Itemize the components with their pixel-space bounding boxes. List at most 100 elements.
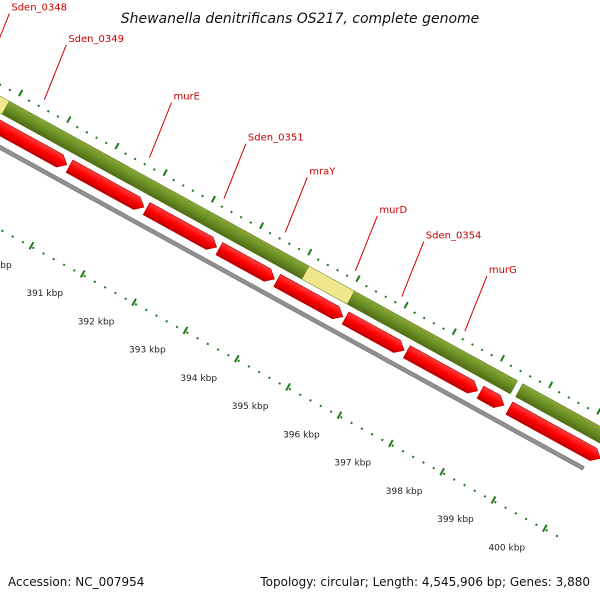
scale-dot: [442, 472, 446, 476]
scale-dot: [11, 235, 15, 238]
cds-arrow: [142, 202, 218, 250]
tick-minor: [249, 221, 253, 224]
scale-dot: [309, 399, 312, 402]
tick-minor: [384, 295, 388, 299]
scale-major-tick: [285, 382, 291, 391]
cds-arrow: [505, 401, 600, 461]
tick-minor: [56, 115, 60, 118]
tick-minor: [191, 189, 195, 193]
tick-minor: [471, 343, 474, 346]
scale-dot: [165, 319, 169, 323]
tick-minor: [413, 311, 416, 315]
tick-major: [548, 381, 554, 389]
scale-label: 394 kbp: [180, 374, 217, 384]
tick-minor: [287, 242, 291, 246]
scale-dot: [144, 308, 148, 312]
scale-dot: [155, 314, 158, 318]
tick-major: [18, 89, 24, 97]
scale-major-tick: [233, 354, 240, 363]
scale-major-tick: [79, 269, 86, 278]
scale-tick-ring: [1, 229, 559, 538]
scale-dot: [72, 269, 76, 272]
scale-dot: [114, 291, 117, 295]
tick-minor: [104, 141, 108, 145]
tick-minor: [490, 353, 494, 357]
scale-dot: [21, 240, 25, 244]
gene-label[interactable]: Sden_0351: [248, 133, 304, 144]
scale-dot: [504, 506, 507, 510]
tick-major: [403, 301, 409, 309]
scale-major-tick: [439, 467, 445, 476]
scale-dot: [103, 286, 107, 289]
gene-leader-line: [354, 215, 378, 272]
cds-arrow: [0, 110, 68, 168]
genome-backbone: [0, 109, 585, 471]
cds-arrow: [402, 345, 479, 394]
tick-minor: [519, 369, 522, 373]
tick-major: [259, 222, 265, 230]
tick-minor: [577, 401, 580, 405]
scale-labels: 390 kbp 391 kbp 392 kbp 393 kbp 394 kbp 395 k…: [0, 261, 525, 553]
gene-label[interactable]: Sden_0348: [11, 3, 67, 14]
tick-minor: [422, 316, 426, 320]
scale-major-tick: [490, 495, 497, 504]
gene-label[interactable]: mraY: [309, 166, 336, 177]
tick-minor: [268, 231, 272, 235]
tick-major: [114, 142, 120, 150]
scale-label: 396 kbp: [283, 430, 320, 440]
gene-leader-line: [43, 44, 67, 101]
outer-tick-ring: [0, 83, 600, 415]
tick-minor: [365, 284, 368, 288]
tick-major: [355, 275, 361, 283]
scale-dot: [370, 432, 374, 436]
gene-segment: [346, 290, 518, 395]
gene-label[interactable]: murG: [489, 265, 517, 276]
scale-dot: [134, 302, 138, 306]
tick-minor: [528, 374, 532, 378]
scale-dot: [31, 246, 35, 250]
cds-arrow: [476, 385, 505, 408]
cds-ring: [0, 110, 600, 461]
tick-minor: [567, 396, 571, 399]
genome-track: [0, 71, 600, 538]
scale-dot: [52, 257, 56, 261]
tick-minor: [230, 210, 233, 214]
scale-label: 390 kbp: [0, 261, 12, 271]
cds-arrow: [215, 242, 275, 282]
tick-minor: [85, 131, 89, 134]
scale-dot: [216, 348, 220, 351]
scale-label: 391 kbp: [26, 289, 63, 299]
scale-label: 399 kbp: [437, 515, 474, 525]
cds-arrow: [273, 273, 344, 320]
tick-minor: [37, 104, 41, 108]
tick-minor: [316, 258, 320, 262]
tick-minor: [374, 290, 378, 293]
scale-dot: [278, 382, 282, 385]
tick-minor: [27, 99, 31, 102]
tick-minor: [509, 364, 513, 368]
gene-leader-line: [401, 241, 425, 297]
scale-major-tick: [28, 241, 35, 250]
scale-dot: [432, 466, 436, 470]
scale-dot: [268, 376, 271, 380]
scale-label: 398 kbp: [386, 487, 423, 497]
tick-minor: [278, 237, 282, 240]
scale-dot: [524, 517, 528, 521]
gene-leader-line: [148, 102, 172, 158]
scale-dot: [298, 393, 302, 397]
scale-dot: [42, 252, 45, 255]
scale-major-tick: [388, 439, 394, 448]
scale-label: 395 kbp: [232, 402, 269, 412]
gene-label[interactable]: murD: [379, 205, 407, 216]
scale-dot: [463, 483, 466, 487]
scale-dot: [483, 495, 487, 498]
tick-minor: [461, 337, 465, 341]
gene-label[interactable]: Sden_0349: [68, 34, 124, 45]
tick-minor: [442, 327, 445, 330]
gene-label[interactable]: Sden_0354: [426, 231, 482, 242]
scale-major-tick: [542, 524, 548, 533]
scale-dot: [545, 528, 549, 532]
gene-label[interactable]: murE: [173, 92, 200, 103]
scale-dot: [62, 263, 66, 267]
